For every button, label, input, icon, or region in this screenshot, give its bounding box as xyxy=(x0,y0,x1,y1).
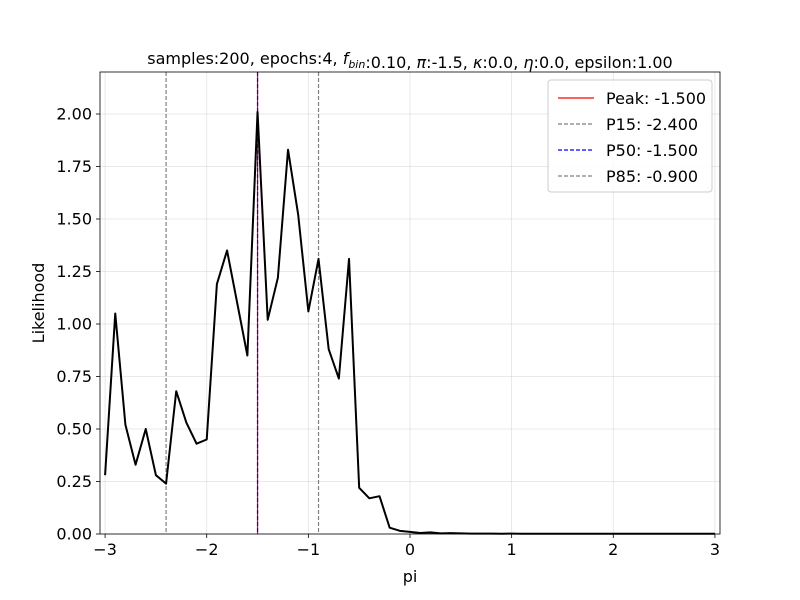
vertical-markers xyxy=(165,72,320,534)
y-tick-label: 0.50 xyxy=(56,420,92,439)
legend-label-p50: P50: -1.500 xyxy=(606,141,698,160)
chart-title: samples:200, epochs:4, fbin:0.10, π:-1.5… xyxy=(147,49,672,72)
legend: Peak: -1.500 P15: -2.400 P50: -1.500 P85: -… xyxy=(547,79,713,193)
y-tick-label: 1.50 xyxy=(56,210,92,229)
x-axis-ticks: −3 −2 −1 0 1 2 3 xyxy=(93,534,720,559)
y-tick-label: 0.00 xyxy=(56,525,92,544)
legend-box xyxy=(547,79,713,193)
legend-label-p85: P85: -0.900 xyxy=(606,167,698,186)
x-tick-label: 2 xyxy=(608,540,618,559)
y-tick-label: 0.25 xyxy=(56,472,92,491)
x-axis-label: pi xyxy=(403,567,418,586)
legend-label-p15: P15: -2.400 xyxy=(606,115,698,134)
x-tick-label: 3 xyxy=(710,540,720,559)
y-tick-label: 1.75 xyxy=(56,157,92,176)
y-tick-label: 2.00 xyxy=(56,105,92,124)
x-tick-label: −2 xyxy=(195,540,219,559)
legend-label-peak: Peak: -1.500 xyxy=(606,89,706,108)
x-tick-label: 0 xyxy=(405,540,415,559)
x-tick-label: −1 xyxy=(297,540,321,559)
y-tick-label: 0.75 xyxy=(56,367,92,386)
y-tick-label: 1.25 xyxy=(56,262,92,281)
x-tick-label: 1 xyxy=(507,540,517,559)
y-tick-label: 1.00 xyxy=(56,315,92,334)
x-tick-label: −3 xyxy=(93,540,117,559)
y-axis-label: Likelihood xyxy=(29,263,48,344)
y-axis-ticks: 0.00 0.25 0.50 0.75 1.00 1.25 1.50 1.75 2.00 xyxy=(56,105,100,544)
